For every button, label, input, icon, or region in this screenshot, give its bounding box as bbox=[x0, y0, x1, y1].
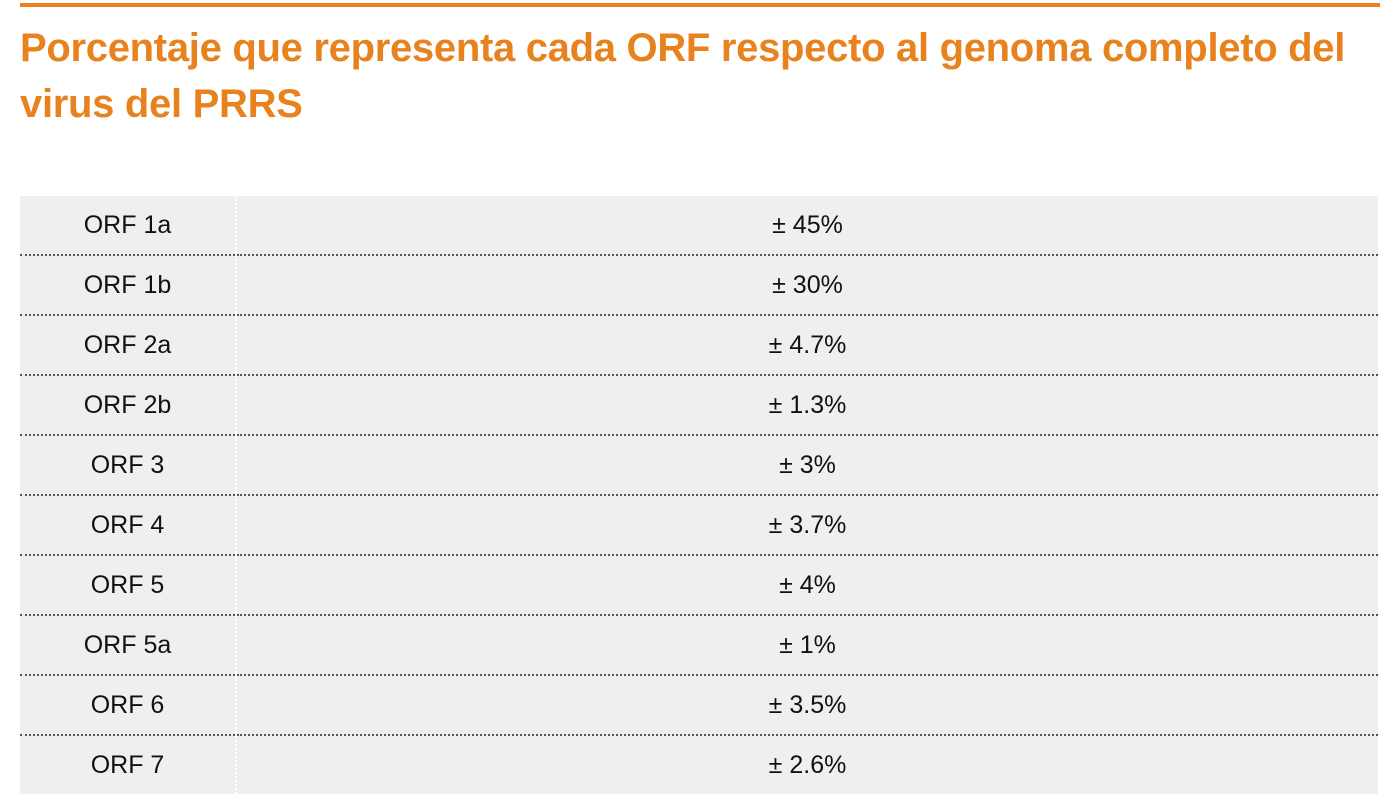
percentage: ± 30% bbox=[236, 254, 1378, 315]
percentage: ± 3% bbox=[236, 434, 1378, 495]
table-row: ORF 4 ± 3.7% bbox=[20, 494, 1378, 555]
percentage: ± 4.7% bbox=[236, 314, 1378, 375]
orf-table: ORF 1a ± 45% ORF 1b ± 30% ORF 2a ± 4.7% ORF 2b… bbox=[20, 196, 1378, 794]
percentage: ± 3.7% bbox=[236, 494, 1378, 555]
table-row: ORF 5 ± 4% bbox=[20, 554, 1378, 615]
percentage: ± 45% bbox=[772, 210, 843, 239]
table-row: ORF 5a ± 1% bbox=[20, 614, 1378, 675]
orf-name: ORF 5 bbox=[20, 554, 237, 615]
table-row: ORF 7 ± 2.6% bbox=[20, 734, 1378, 794]
orf-name: ORF 7 bbox=[20, 734, 237, 794]
table-body: ORF 1a ± 45% ORF 1b ± 30% ORF 2a ± 4.7% ORF 2b… bbox=[20, 196, 1378, 794]
percentage: ± 4% bbox=[236, 554, 1378, 615]
top-rule bbox=[20, 3, 1380, 7]
percentage: ± 1.3% bbox=[236, 374, 1378, 435]
table-row: ORF 3 ± 3% bbox=[20, 434, 1378, 495]
orf-name: ORF 2a bbox=[20, 314, 237, 375]
table-row: ORF 2b ± 1.3% bbox=[20, 374, 1378, 435]
table-row: ORF 1b ± 30% bbox=[20, 254, 1378, 315]
orf-name: ORF 4 bbox=[20, 494, 237, 555]
table-row: ORF 6 ± 3.5% bbox=[20, 674, 1378, 735]
table-row: ORF 1a ± 45% bbox=[20, 196, 1378, 255]
title: Porcentaje que representa cada ORF respe… bbox=[20, 26, 1346, 126]
percentage: ± 1% bbox=[236, 614, 1378, 675]
percentage: ± 2.6% bbox=[236, 734, 1378, 794]
percentage: ± 3.5% bbox=[236, 674, 1378, 735]
orf-name: ORF 6 bbox=[20, 674, 237, 735]
orf-name: ORF 1b bbox=[20, 254, 237, 315]
orf-name: ORF 2b bbox=[20, 374, 237, 435]
table-row: ORF 2a ± 4.7% bbox=[20, 314, 1378, 375]
orf-name: ORF 3 bbox=[20, 434, 237, 495]
orf-name: ORF 5a bbox=[20, 614, 237, 675]
orf-name: ORF 1a bbox=[20, 196, 237, 255]
